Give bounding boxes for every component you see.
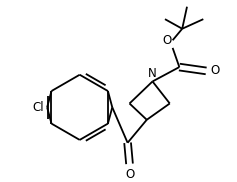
Text: N: N [148, 67, 157, 80]
Text: O: O [210, 64, 219, 77]
Text: O: O [162, 34, 172, 47]
Text: O: O [125, 168, 134, 181]
Text: Cl: Cl [33, 101, 44, 114]
